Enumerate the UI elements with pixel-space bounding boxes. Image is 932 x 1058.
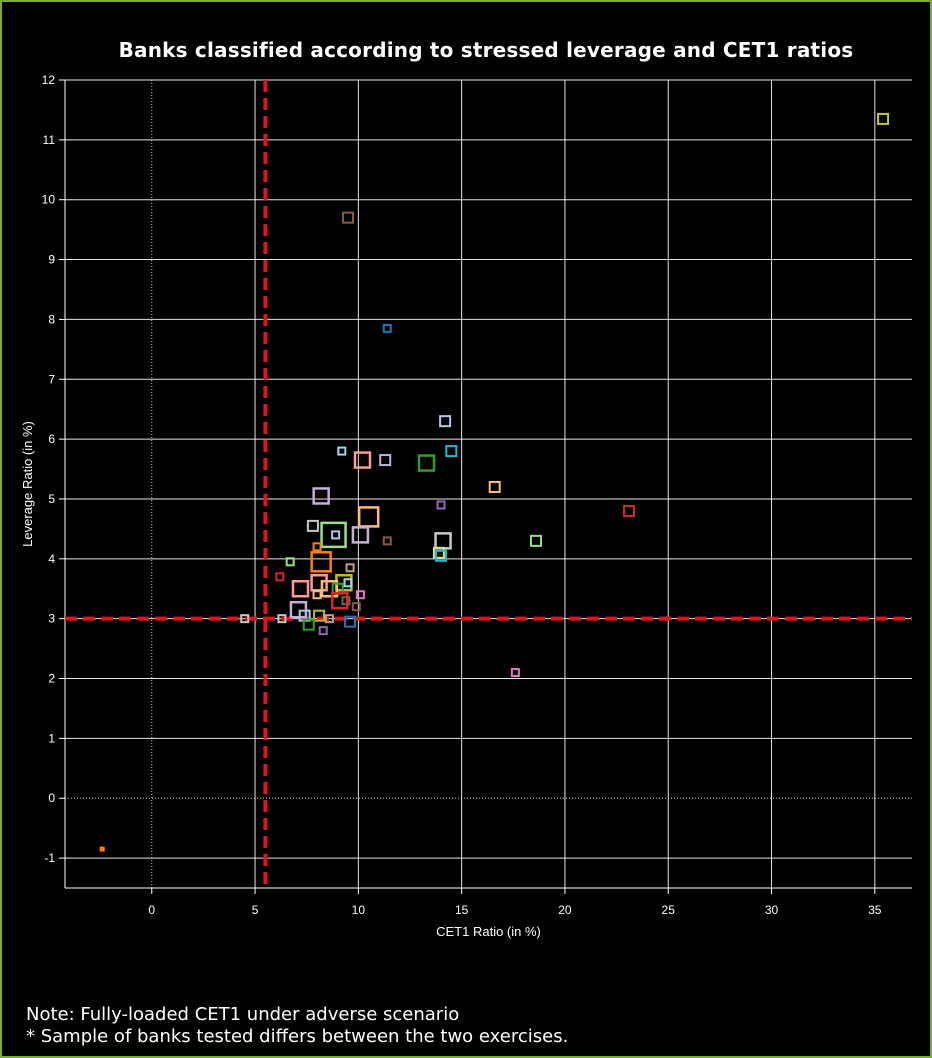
y-tick-label: 1 — [48, 731, 55, 745]
y-tick-label: 12 — [42, 73, 56, 87]
bank-point — [355, 590, 365, 600]
bank-point — [622, 504, 635, 517]
bank-point — [312, 487, 330, 505]
bank-point — [240, 614, 250, 624]
bank-point — [379, 454, 392, 467]
bank-point — [432, 546, 445, 559]
y-tick-label: 0 — [48, 791, 55, 805]
bank-point — [382, 536, 392, 546]
x-tick-label: 15 — [455, 903, 469, 917]
note-line-1: Note: Fully-loaded CET1 under adverse sc… — [26, 1004, 460, 1025]
bank-point — [302, 618, 315, 631]
bank-point — [337, 446, 347, 456]
bank-point — [331, 591, 349, 610]
x-tick-label: 20 — [558, 903, 572, 917]
y-tick-label: 3 — [48, 612, 55, 626]
y-tick-label: 8 — [48, 312, 55, 326]
x-tick-label: 0 — [148, 903, 155, 917]
bank-point — [310, 574, 328, 592]
bank-point — [344, 615, 357, 628]
bank-point — [312, 542, 322, 552]
axes — [59, 79, 912, 894]
bank-point — [434, 532, 452, 550]
y-tick-label: 6 — [48, 432, 55, 446]
bank-point — [351, 602, 361, 612]
bank-point — [318, 626, 328, 636]
bank-point — [341, 596, 351, 606]
bank-point — [439, 415, 452, 428]
y-tick-label: 4 — [48, 552, 55, 566]
x-tick-label: 35 — [868, 903, 882, 917]
bank-point — [320, 521, 347, 549]
bank-point — [99, 846, 105, 852]
chart-title: Banks classified according to stressed l… — [118, 38, 854, 62]
grid-lines — [65, 79, 912, 888]
y-tick-label: 2 — [48, 672, 55, 686]
bank-point — [310, 551, 332, 573]
bank-point — [488, 480, 501, 493]
bank-point — [285, 557, 295, 567]
y-tick-label: -1 — [44, 851, 55, 865]
bank-point — [877, 112, 890, 125]
note-line-2: * Sample of banks tested differs between… — [26, 1026, 569, 1047]
bank-point — [510, 668, 520, 678]
y-tick-label: 11 — [43, 133, 56, 147]
bank-point — [445, 445, 458, 458]
data-points — [99, 112, 890, 852]
bank-point — [331, 530, 341, 540]
bank-point — [417, 454, 436, 472]
y-tick-label: 5 — [48, 492, 55, 506]
bank-point — [291, 579, 310, 598]
bank-point — [275, 572, 285, 582]
footnotes: Note: Fully-loaded CET1 under adverse sc… — [26, 1004, 568, 1048]
y-tick-label: 9 — [48, 253, 55, 267]
y-tick-label: 10 — [42, 193, 56, 207]
bank-point — [320, 579, 339, 598]
threshold-lines — [65, 80, 912, 884]
bank-point — [312, 590, 322, 600]
y-axis-label: Leverage Ratio (in %) — [20, 421, 35, 547]
bank-point — [382, 323, 392, 333]
x-axis-label: CET1 Ratio (in %) — [436, 924, 541, 939]
y-tick-label: 7 — [48, 372, 55, 386]
x-tick-label: 30 — [765, 903, 779, 917]
bank-point — [306, 519, 319, 532]
x-tick-label: 5 — [252, 903, 259, 917]
bank-point — [351, 526, 370, 544]
bank-point — [436, 500, 446, 510]
bank-point — [357, 506, 380, 528]
bank-point — [342, 211, 355, 224]
bank-point — [345, 563, 355, 573]
x-tick-label: 25 — [662, 903, 676, 917]
bank-point — [353, 451, 372, 469]
bank-point — [530, 534, 543, 547]
bank-point — [343, 578, 353, 588]
bank-point — [434, 549, 447, 562]
x-tick-label: 10 — [352, 903, 366, 917]
bank-point — [277, 614, 287, 624]
bank-point — [313, 609, 326, 622]
bank-point — [324, 614, 334, 624]
